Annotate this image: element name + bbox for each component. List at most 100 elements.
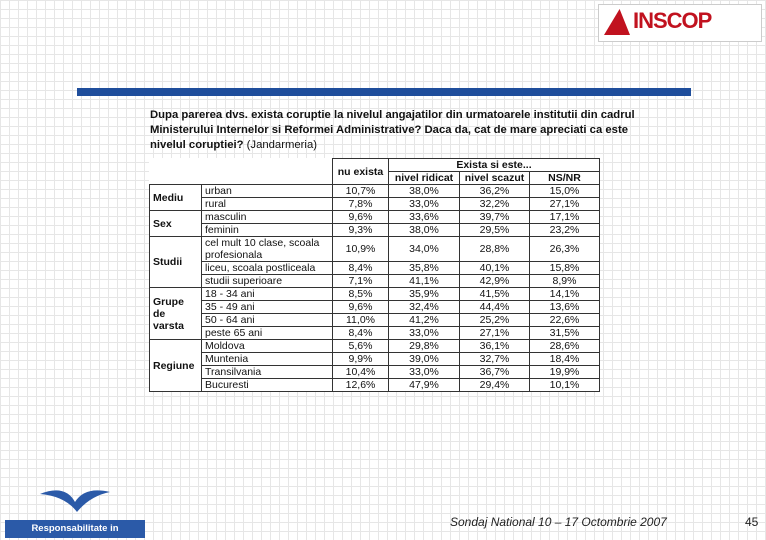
header-cell: nivel scazut [459, 171, 530, 185]
header-cell: nu exista [332, 158, 389, 185]
value-cell: 23,2% [529, 223, 600, 237]
value-cell: 13,6% [529, 300, 600, 314]
value-cell: 29,5% [459, 223, 530, 237]
value-cell: 32,7% [459, 352, 530, 366]
logo: INSCOP [598, 4, 762, 42]
value-cell: 33,6% [388, 210, 460, 224]
row-label: 50 - 64 ani [201, 313, 333, 327]
row-label: Transilvania [201, 365, 333, 379]
value-cell: 5,6% [332, 339, 389, 353]
row-label: 35 - 49 ani [201, 300, 333, 314]
value-cell: 17,1% [529, 210, 600, 224]
question: Dupa parerea dvs. exista coruptie la niv… [150, 108, 646, 153]
title-bar [77, 88, 691, 96]
value-cell: 36,7% [459, 365, 530, 379]
value-cell: 9,9% [332, 352, 389, 366]
group-label: Mediu [149, 184, 202, 211]
value-cell: 15,0% [529, 184, 600, 198]
results-table: nu exista Exista si este... nivel ridicat n… [149, 158, 600, 392]
logo-icon [604, 9, 630, 35]
row-label: studii superioare [201, 274, 333, 288]
table-row: rural 7,8% 33,0% 32,2% 27,1% [150, 197, 600, 211]
group-label: Sex [149, 210, 202, 237]
value-cell: 35,9% [388, 287, 460, 301]
table-row: nu exista Exista si este... [150, 158, 600, 185]
row-label: liceu, scoala postliceala [201, 261, 333, 275]
value-cell: 26,3% [529, 236, 600, 262]
value-cell: 29,4% [459, 378, 530, 392]
page-number: 45 [745, 515, 759, 529]
value-cell: 33,0% [388, 365, 460, 379]
table-row: peste 65 ani 8,4% 33,0% 27,1% 31,5% [150, 326, 600, 340]
value-cell: 36,2% [459, 184, 530, 198]
logo-text: INSCOP [633, 8, 712, 33]
value-cell: 14,1% [529, 287, 600, 301]
table-row: Studii cel mult 10 clase, scoala profesio… [149, 236, 600, 288]
value-cell: 41,5% [459, 287, 530, 301]
value-cell: 34,0% [388, 236, 460, 262]
row-label: masculin [201, 210, 333, 224]
value-cell: 27,1% [529, 197, 600, 211]
table-row: 35 - 49 ani 9,6% 32,4% 44,4% 13,6% [150, 300, 600, 314]
value-cell: 28,8% [459, 236, 530, 262]
value-cell: 22,6% [529, 313, 600, 327]
value-cell: 40,1% [459, 261, 530, 275]
value-cell: 32,2% [459, 197, 530, 211]
table-row: liceu, scoala postliceala 8,4% 35,8% 40,1% 1… [150, 261, 600, 275]
row-label: urban [201, 184, 333, 198]
value-cell: 47,9% [388, 378, 460, 392]
value-cell: 33,0% [388, 197, 460, 211]
footer-logo-icon [40, 490, 110, 512]
value-cell: 44,4% [459, 300, 530, 314]
row-label: 18 - 34 ani [201, 287, 333, 301]
table-row: feminin 9,3% 38,0% 29,5% 23,2% [150, 223, 600, 237]
table-row: Mediu urban 10,7% 38,0% 36,2% 15,0% [149, 184, 600, 211]
footer-logo: Responsabilitate in Democratie [5, 520, 145, 538]
header-group: Exista si este... [388, 158, 600, 172]
table-row: Regiune Moldova 5,6% 29,8% 36,1% 28,6% [149, 339, 600, 392]
value-cell: 19,9% [529, 365, 600, 379]
value-cell: 38,0% [388, 184, 460, 198]
table-row: Transilvania 10,4% 33,0% 36,7% 19,9% [150, 365, 600, 379]
row-label: Bucuresti [201, 378, 333, 392]
table-row: Muntenia 9,9% 39,0% 32,7% 18,4% [150, 352, 600, 366]
value-cell: 41,1% [388, 274, 460, 288]
value-cell: 28,6% [529, 339, 600, 353]
value-cell: 8,5% [332, 287, 389, 301]
value-cell: 10,7% [332, 184, 389, 198]
question-note: (Jandarmeria) [246, 139, 317, 151]
question-text: Dupa parerea dvs. exista coruptie la niv… [150, 109, 635, 151]
row-label: cel mult 10 clase, scoala profesionala [201, 236, 333, 262]
value-cell: 7,8% [332, 197, 389, 211]
value-cell: 39,7% [459, 210, 530, 224]
value-cell: 38,0% [388, 223, 460, 237]
value-cell: 7,1% [332, 274, 389, 288]
survey-label: Sondaj National 10 – 17 Octombrie 2007 [450, 515, 667, 529]
row-label: Muntenia [201, 352, 333, 366]
value-cell: 9,3% [332, 223, 389, 237]
table-row: Sex masculin 9,6% 33,6% 39,7% 17,1% [149, 210, 600, 237]
table-row: 50 - 64 ani 11,0% 41,2% 25,2% 22,6% [150, 313, 600, 327]
row-label: peste 65 ani [201, 326, 333, 340]
value-cell: 35,8% [388, 261, 460, 275]
group-label: Studii [149, 236, 202, 288]
value-cell: 42,9% [459, 274, 530, 288]
value-cell: 29,8% [388, 339, 460, 353]
value-cell: 9,6% [332, 210, 389, 224]
value-cell: 9,6% [332, 300, 389, 314]
table-row: studii superioare 7,1% 41,1% 42,9% 8,9% [150, 274, 600, 288]
row-label: rural [201, 197, 333, 211]
group-label: Regiune [149, 339, 202, 392]
value-cell: 27,1% [459, 326, 530, 340]
header-cell: nivel ridicat [388, 171, 460, 185]
value-cell: 11,0% [332, 313, 389, 327]
group-label: Grupe de varsta [149, 287, 202, 340]
value-cell: 33,0% [388, 326, 460, 340]
value-cell: 8,4% [332, 261, 389, 275]
value-cell: 25,2% [459, 313, 530, 327]
value-cell: 10,4% [332, 365, 389, 379]
value-cell: 32,4% [388, 300, 460, 314]
row-label: Moldova [201, 339, 333, 353]
blank-cell [150, 159, 333, 185]
